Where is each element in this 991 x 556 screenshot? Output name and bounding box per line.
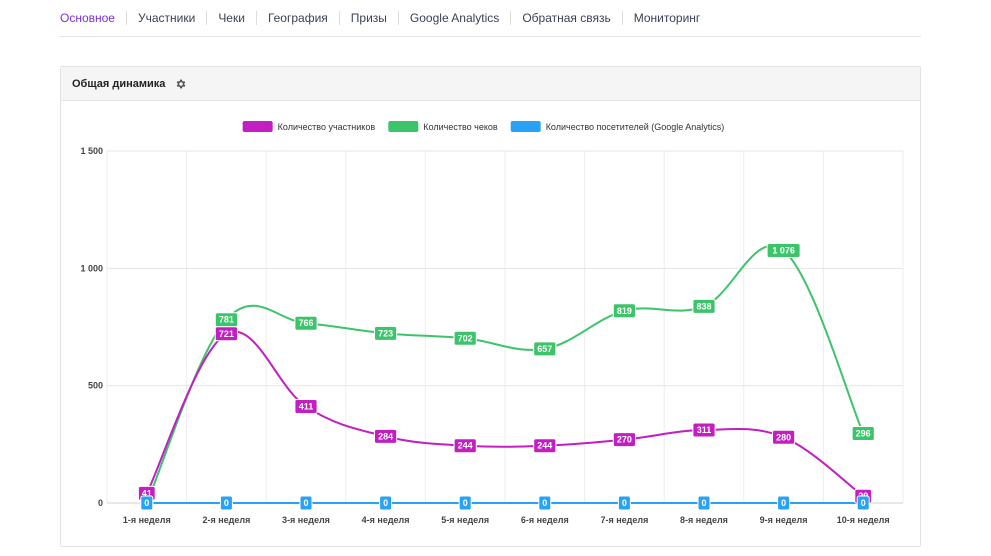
data-label-bg <box>692 298 716 314</box>
data-label-bg <box>458 495 472 511</box>
data-label-bg <box>140 495 154 511</box>
tab-0[interactable]: Основное <box>60 11 127 25</box>
y-tick-label: 0 <box>98 498 103 508</box>
y-tick-label: 1 000 <box>80 263 103 273</box>
legend-swatch <box>242 121 273 132</box>
data-label: 766 <box>298 318 313 328</box>
data-label: 0 <box>383 498 388 508</box>
data-label-bg <box>374 428 398 444</box>
data-label: 0 <box>303 498 308 508</box>
tab-7[interactable]: Мониторинг <box>633 11 701 25</box>
data-label-bg <box>294 315 318 331</box>
data-label: 838 <box>696 301 711 311</box>
panel-title: Общая динамика <box>72 77 166 90</box>
data-label-bg <box>214 326 239 342</box>
data-label: 311 <box>697 425 712 435</box>
x-tick-label: 9-я неделя <box>760 515 808 525</box>
data-label-bg <box>777 495 791 511</box>
data-label: 270 <box>617 435 632 445</box>
data-label: 244 <box>458 441 473 451</box>
data-label: 296 <box>856 429 871 439</box>
data-label: 819 <box>617 306 632 316</box>
data-label-bg <box>453 438 477 454</box>
tab-5[interactable]: Google Analytics <box>399 11 512 25</box>
data-label-bg <box>379 495 393 511</box>
x-tick-label: 2-я неделя <box>202 515 250 525</box>
data-label: 781 <box>219 315 234 325</box>
tab-1[interactable]: Участники <box>127 11 208 25</box>
data-label: 0 <box>701 498 706 508</box>
data-label: 702 <box>458 333 473 343</box>
gear-icon[interactable] <box>175 78 187 90</box>
x-tick-label: 4-я неделя <box>362 515 410 525</box>
data-label: 0 <box>542 498 547 508</box>
data-label: 0 <box>781 498 786 508</box>
data-label-bg <box>851 426 875 442</box>
x-tick-label: 6-я неделя <box>521 515 569 525</box>
data-label: 411 <box>299 402 314 412</box>
data-label-bg <box>374 325 398 341</box>
tab-6[interactable]: Обратная связь <box>511 11 623 25</box>
x-tick-label: 10-я неделя <box>837 515 890 525</box>
data-label-bg <box>772 429 796 445</box>
tab-4[interactable]: Призы <box>340 11 399 25</box>
legend-label: Количество чеков <box>423 122 498 132</box>
data-label: 244 <box>537 441 552 451</box>
panel-header: Общая динамика <box>61 67 920 101</box>
data-label: 41 <box>142 488 152 498</box>
data-label: 723 <box>378 328 393 338</box>
data-label: 284 <box>378 431 393 441</box>
y-tick-label: 1 500 <box>80 146 103 156</box>
data-label-bg <box>219 495 233 511</box>
x-tick-label: 5-я неделя <box>441 515 489 525</box>
data-label-bg <box>294 399 318 415</box>
legend-label: Количество участников <box>278 122 376 132</box>
data-label-bg <box>612 303 636 319</box>
legend-swatch <box>510 121 541 132</box>
data-label: 0 <box>144 498 149 508</box>
data-label: 1 076 <box>772 245 795 255</box>
data-label: 657 <box>537 344 552 354</box>
tab-2[interactable]: Чеки <box>207 11 257 25</box>
data-label-bg <box>766 242 801 258</box>
data-label-bg <box>453 330 477 346</box>
y-tick-label: 500 <box>88 381 103 391</box>
tab-3[interactable]: География <box>257 11 340 25</box>
x-tick-label: 3-я неделя <box>282 515 330 525</box>
data-label-bg <box>538 495 552 511</box>
data-label: 0 <box>463 498 468 508</box>
chart-panel: Общая динамика <box>60 66 921 547</box>
data-label-bg <box>697 495 711 511</box>
legend-swatch <box>388 121 419 132</box>
data-label: 280 <box>776 432 791 442</box>
data-label-bg <box>533 438 557 454</box>
x-tick-label: 7-я неделя <box>600 515 648 525</box>
data-label: 0 <box>622 498 627 508</box>
x-tick-label: 1-я неделя <box>123 515 171 525</box>
data-label-bg <box>612 432 636 448</box>
data-label: 721 <box>219 329 234 339</box>
tab-bar: Основное Участники Чеки География Призы Googl… <box>60 0 921 37</box>
data-label-bg <box>299 495 313 511</box>
x-tick-label: 8-я неделя <box>680 515 728 525</box>
data-label-bg <box>617 495 631 511</box>
data-label: 0 <box>224 498 229 508</box>
data-label-bg <box>692 422 716 438</box>
data-label-bg <box>856 495 870 511</box>
data-label-bg <box>533 341 557 357</box>
legend-label: Количество посетителей (Google Analytics… <box>546 122 725 132</box>
data-label: 0 <box>861 498 866 508</box>
